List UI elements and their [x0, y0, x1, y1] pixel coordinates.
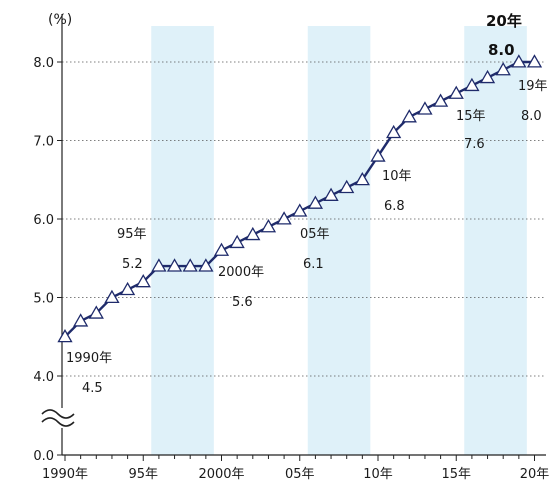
y-unit-label: (%): [48, 12, 72, 28]
x-tick-label-4: 10年: [363, 467, 393, 482]
data-point-1998: [182, 258, 198, 272]
series-line: [64, 60, 535, 338]
annotation-year-1: 95年: [117, 227, 147, 242]
annotation-value-4: 6.8: [384, 199, 405, 214]
data-point-2012: [401, 109, 417, 123]
data-point-2014: [432, 93, 449, 107]
annotations: 1990年 4.5 95年 5.2 2000年 5.6 05年 6.1 10年 6.8 15年 7.6…: [66, 12, 548, 396]
data-point-2018: [495, 62, 511, 76]
data-point-2008: [339, 179, 355, 194]
annotation-year-6: 19年: [518, 79, 548, 94]
x-tick-label-5: 15年: [441, 467, 471, 482]
data-point-1995: [135, 273, 151, 288]
annotation-value-1: 5.2: [122, 257, 143, 272]
y-tick-label-4: 7.0: [33, 135, 54, 150]
axis-break-top: [41, 409, 75, 419]
annotation-value-3: 6.1: [303, 257, 324, 272]
shaded-band-2: [464, 26, 527, 455]
data-point-2004: [276, 211, 292, 225]
annotation-year-3: 05年: [300, 227, 330, 242]
data-point-1990: [57, 328, 73, 343]
data-point-2015: [448, 85, 464, 99]
y-tick-label-0: 0.0: [33, 449, 54, 464]
data-point-2009: [354, 171, 370, 186]
data-point-2001: [229, 234, 245, 249]
x-tick-label-3: 05年: [285, 467, 315, 482]
axis-break-bottom: [41, 417, 75, 427]
y-tick-label-5: 8.0: [33, 56, 54, 71]
shaded-band-0: [151, 26, 214, 455]
annotation-value-2: 5.6: [232, 295, 253, 310]
series-markers: [57, 54, 543, 343]
axes: (%) 0.0 4.0 5.0 6.0 7.0 8.0 1990年 95年 2000年 05年 10…: [33, 12, 549, 482]
annotation-value-7: 8.0: [488, 41, 515, 59]
annotation-value-6: 8.0: [521, 109, 542, 124]
data-point-1991: [73, 313, 89, 327]
annotation-value-5: 7.6: [464, 137, 485, 152]
data-point-2011: [386, 124, 402, 139]
y-tick-label-1: 4.0: [33, 370, 54, 385]
annotation-year-4: 10年: [382, 169, 412, 184]
annotation-year-0: 1990年: [66, 351, 112, 366]
annotation-year-5: 15年: [456, 109, 486, 124]
data-point-2005: [292, 203, 308, 217]
data-point-1997: [166, 258, 183, 272]
series-line-path: [64, 60, 535, 338]
data-point-2013: [417, 101, 433, 115]
annotation-value-0: 4.5: [82, 381, 103, 396]
shaded-bands: [151, 26, 527, 455]
data-point-1994: [119, 281, 136, 296]
data-point-2016: [464, 77, 480, 92]
data-point-2010: [370, 148, 386, 162]
data-point-2020: [526, 54, 543, 68]
x-tick-label-6: 20年: [520, 467, 550, 482]
data-point-1999: [198, 258, 214, 272]
x-tick-label-2: 2000年: [198, 467, 244, 482]
data-point-2007: [323, 187, 339, 201]
data-point-1992: [88, 305, 104, 319]
annotation-year-2: 2000年: [218, 265, 264, 280]
x-tick-label-0: 1990年: [42, 467, 88, 482]
data-point-2002: [245, 226, 261, 241]
data-point-2006: [307, 195, 324, 209]
y-tick-label-3: 6.0: [33, 213, 54, 228]
y-tick-label-2: 5.0: [33, 292, 54, 307]
data-point-2003: [260, 219, 277, 233]
data-point-1996: [151, 258, 167, 272]
x-tick-label-1: 95年: [128, 467, 158, 482]
data-point-2000: [213, 242, 230, 256]
gridlines: [62, 61, 546, 377]
data-point-2017: [479, 69, 496, 84]
annotation-year-7: 20年: [486, 12, 522, 30]
data-point-1993: [104, 289, 120, 304]
data-point-2019: [511, 54, 527, 68]
shaded-band-1: [307, 26, 371, 455]
